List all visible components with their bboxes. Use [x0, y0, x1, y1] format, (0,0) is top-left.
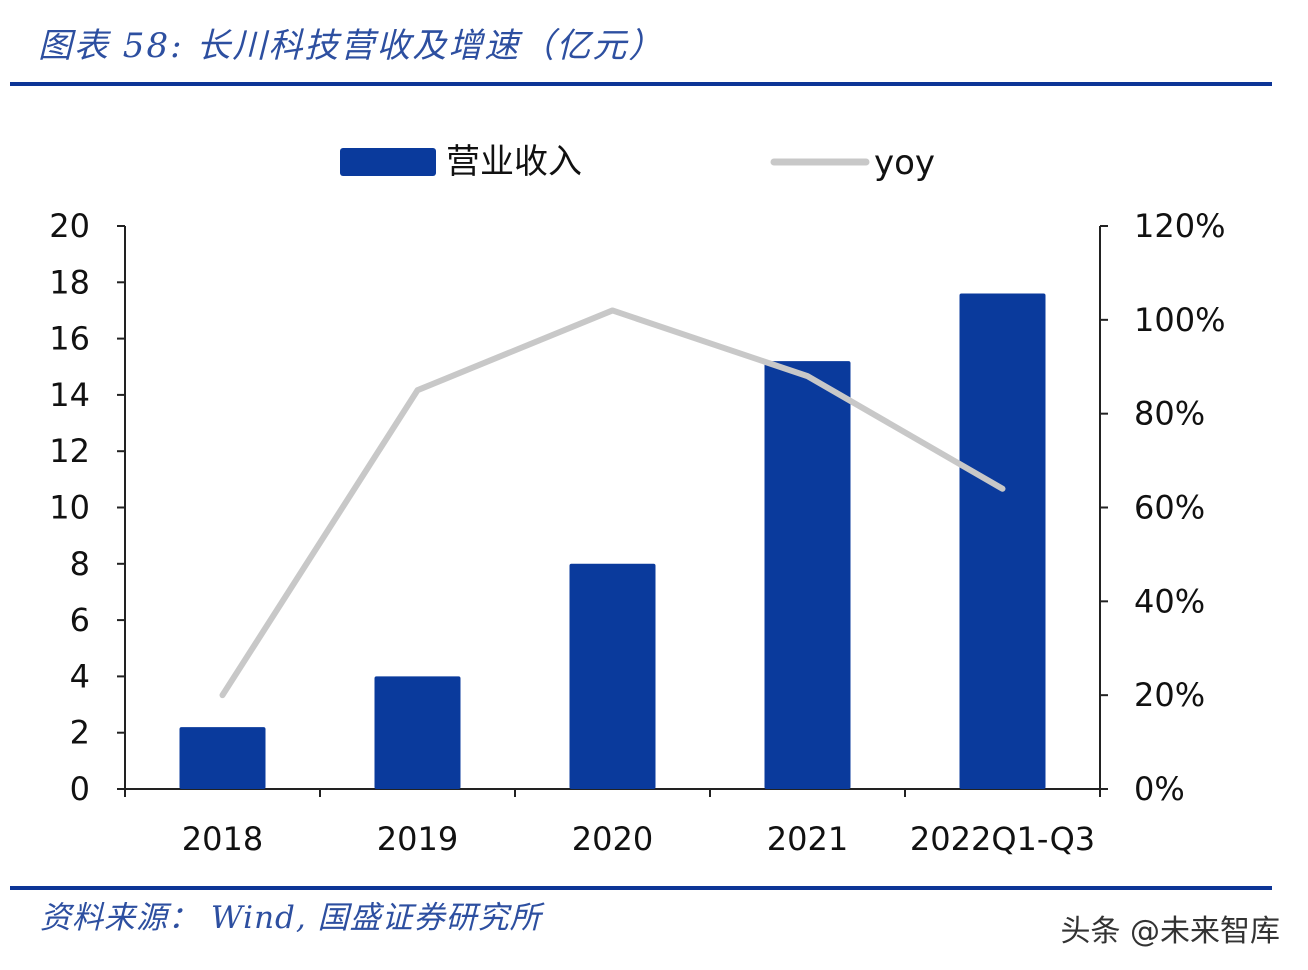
left-tick-label: 4	[70, 657, 90, 695]
footer-divider	[10, 886, 1272, 890]
title-divider	[10, 82, 1272, 86]
left-tick-label: 6	[70, 601, 90, 639]
chart-canvas: 0 2 4 6 8 10 12 14 16 18 20 0% 20% 40% 60% 80% 100% 120% 2…	[49, 142, 1225, 858]
right-tick-label: 0%	[1134, 770, 1185, 808]
source-note: 资料来源： Wind, 国盛证券研究所	[40, 900, 542, 936]
left-tick-label: 2	[70, 714, 90, 752]
yoy-line	[219, 307, 1006, 699]
x-tick-label: 2020	[572, 820, 653, 858]
bar-revenue-2021	[764, 361, 851, 789]
left-tick-label: 20	[49, 207, 90, 245]
x-tick-label: 2021	[767, 820, 848, 858]
x-tick-label: 2019	[377, 820, 458, 858]
right-tick-label: 20%	[1134, 676, 1205, 714]
left-tick-label: 10	[49, 489, 90, 527]
chart-title: 图表 58: 长川科技营收及增速（亿元）	[38, 26, 665, 66]
left-tick-label: 14	[49, 376, 90, 414]
bar-revenue-2018	[179, 727, 266, 789]
right-tick-label: 40%	[1134, 582, 1205, 620]
bar-revenue-2022Q1-Q3	[959, 293, 1046, 789]
legend-label-revenue: 营业收入	[446, 142, 582, 182]
left-tick-label: 16	[49, 320, 90, 358]
right-tick-label: 100%	[1134, 301, 1225, 339]
right-tick-label: 80%	[1134, 395, 1205, 433]
x-tick-label: 2022Q1-Q3	[910, 820, 1095, 858]
right-tick-label: 120%	[1134, 207, 1225, 245]
left-tick-label: 18	[49, 263, 90, 301]
right-tick-label: 60%	[1134, 489, 1205, 527]
left-tick-label: 0	[70, 770, 90, 808]
left-tick-label: 12	[49, 432, 90, 470]
x-tick-label: 2018	[182, 820, 263, 858]
bar-revenue-2020	[569, 563, 656, 789]
bar-revenue-2019	[374, 676, 461, 789]
watermark: 头条 @未来智库	[1060, 914, 1280, 949]
legend-swatch-revenue	[340, 148, 436, 176]
left-tick-label: 8	[70, 545, 90, 583]
legend-label-yoy: yoy	[874, 143, 935, 183]
